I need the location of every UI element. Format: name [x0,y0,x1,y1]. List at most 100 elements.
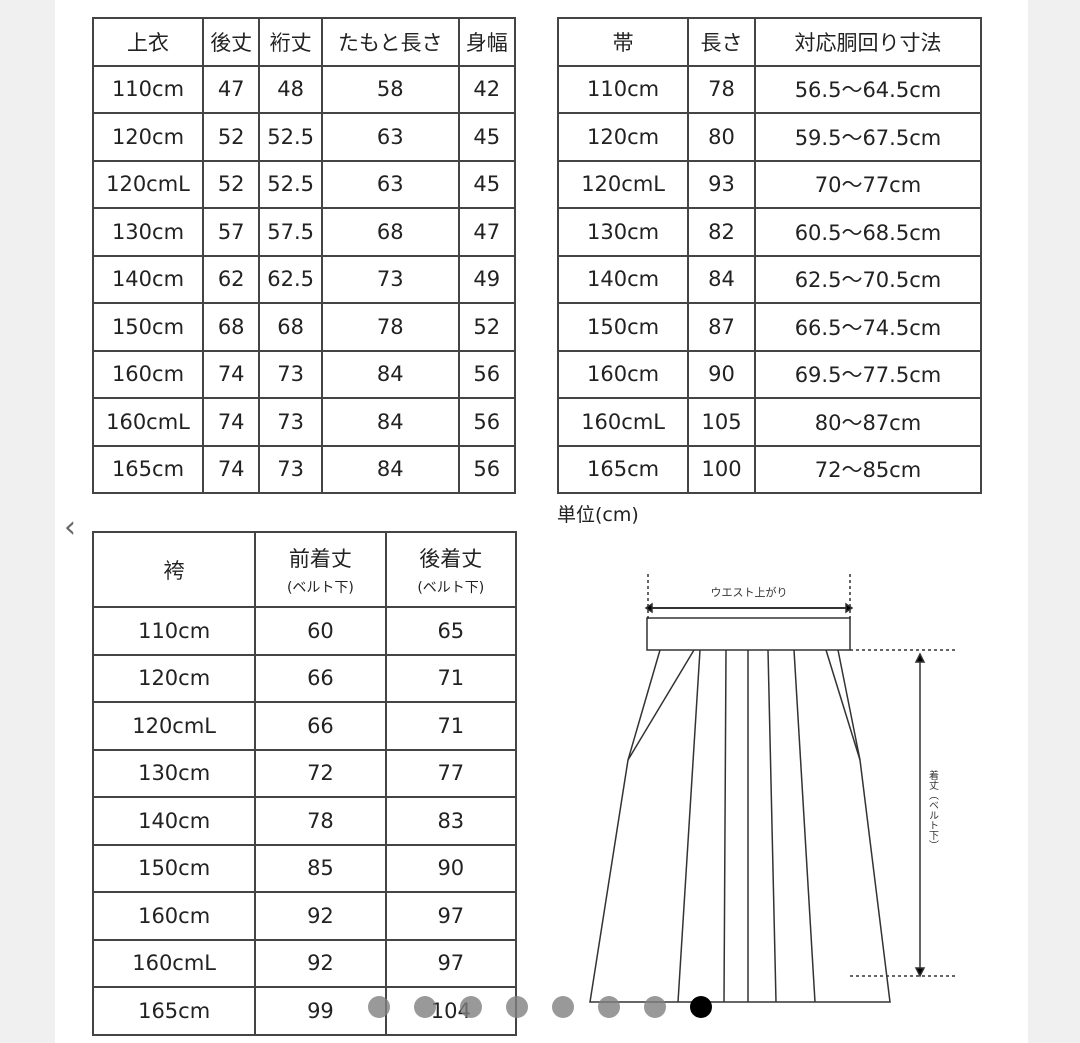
table-cell: 47 [201,64,261,114]
table-cell: 150cm [92,302,204,352]
table-row: 160cmL 105 80～87cm [556,397,983,447]
table-cell: 45 [457,112,517,162]
table-cell: 73 [258,349,323,399]
table-cell: 130cm [556,207,690,257]
carousel-dot[interactable] [506,996,528,1018]
table-row: 120cm 52 52.5 63 45 [92,112,517,162]
table-row: 140cm 78 83 [91,796,518,846]
table-cell: 82 [687,207,756,257]
table-cell: 62.5 [258,254,323,304]
header-label: 対応胴回り寸法 [794,30,942,55]
table-cell: 52.5 [258,159,323,209]
header-row: 上衣 後丈 裄丈 たもと長さ 身幅 [92,17,517,67]
table-row: 160cm 90 69.5～77.5cm [556,349,983,399]
table-row: 160cmL 74 73 84 56 [92,397,517,447]
table-cell: 160cmL [92,397,204,447]
carousel-pagination [368,996,712,1018]
column-header: たもと長さ [320,17,460,67]
table-cell: 110cm [556,64,690,114]
table-cell: 130cm [92,207,204,257]
waist-label: ウエスト上がり [711,585,788,599]
table-cell: 85 [254,843,387,893]
table-cell: 80～87cm [753,397,983,447]
table-cell: 68 [258,302,323,352]
table-cell: 84 [320,349,460,399]
hakama-size-table: 袴前着丈 (ベルト下) 後着丈 (ベルト下) 110cm 60 65 120cm 66 71 120… [91,531,518,1036]
chevron-left-icon[interactable]: ‹ [64,510,76,545]
table-row: 165cm 100 72～85cm [556,444,983,494]
table-cell: 57 [201,207,261,257]
table-cell: 72 [254,748,387,798]
table-cell: 87 [687,302,756,352]
table-row: 165cm 74 73 84 56 [92,444,517,494]
carousel-dot[interactable] [644,996,666,1018]
table-row: 150cm 87 66.5～74.5cm [556,302,983,352]
carousel-dot[interactable] [368,996,390,1018]
table-cell: 74 [201,397,261,447]
unit-label: 単位(cm) [557,504,639,526]
table-cell: 78 [687,64,756,114]
table-cell: 57.5 [258,207,323,257]
table-cell: 63 [320,112,460,162]
table-cell: 120cmL [556,159,690,209]
table-cell: 110cm [92,64,204,114]
table-cell: 72～85cm [753,444,983,494]
carousel-dot[interactable] [552,996,574,1018]
table-cell: 97 [384,891,518,941]
carousel-dot[interactable] [460,996,482,1018]
column-header: 帯 [556,17,690,67]
table-row: 110cm 60 65 [91,606,518,656]
column-header: 長さ [687,17,756,67]
column-header: 上衣 [92,17,204,67]
table-cell: 84 [687,254,756,304]
table-cell: 120cm [92,112,204,162]
column-header: 後着丈 (ベルト下) [384,531,518,608]
table-cell: 73 [258,397,323,447]
table-cell: 83 [384,796,518,846]
table-row: 120cm 80 59.5～67.5cm [556,112,983,162]
table-row: 165cm 99 104 [91,986,518,1036]
column-header: 裄丈 [258,17,323,67]
table-cell: 66.5～74.5cm [753,302,983,352]
table-row: 120cmL 52 52.5 63 45 [92,159,517,209]
table-cell: 74 [201,444,261,494]
table-cell: 77 [384,748,518,798]
top-size-table: 上衣 後丈 裄丈 たもと長さ 身幅 110cm 47 48 58 42 120cm 52 52.5 63 4… [92,17,517,494]
obi-size-table: 帯長さ 対応胴回り寸法 110cm 78 56.5～64.5cm 120cm 80 59.5～… [556,17,983,494]
column-header: 身幅 [457,17,517,67]
table-cell: 58 [320,64,460,114]
table-cell: 140cm [92,254,204,304]
table-cell: 73 [320,254,460,304]
table-cell: 165cm [556,444,690,494]
header-row: 帯 長さ 対応胴回り寸法 [556,17,983,67]
table-cell: 165cm [92,444,204,494]
table-cell: 165cm [91,986,257,1036]
table-cell: 60 [254,606,387,656]
table-row: 140cm 62 62.5 73 49 [92,254,517,304]
table-cell: 150cm [91,843,257,893]
table-cell: 65 [384,606,518,656]
table-cell: 120cm [556,112,690,162]
table-cell: 93 [687,159,756,209]
table-row: 130cm 57 57.5 68 47 [92,207,517,257]
table-cell: 47 [457,207,517,257]
table-cell: 105 [687,397,756,447]
table-cell: 45 [457,159,517,209]
carousel-dot[interactable] [598,996,620,1018]
table-cell: 120cmL [92,159,204,209]
table-cell: 74 [201,349,261,399]
carousel-dot[interactable] [414,996,436,1018]
table-cell: 66 [254,653,387,703]
table-row: 130cm 72 77 [91,748,518,798]
table-cell: 71 [384,653,518,703]
carousel-dot[interactable] [690,996,712,1018]
header-label: 帯 [612,30,634,55]
table-cell: 100 [687,444,756,494]
table-cell: 110cm [91,606,257,656]
header-label: 後着丈 [419,546,483,571]
table-row: 150cm 68 68 78 52 [92,302,517,352]
table-cell: 120cmL [91,701,257,751]
table-cell: 78 [254,796,387,846]
table-cell: 84 [320,397,460,447]
table-cell: 63 [320,159,460,209]
